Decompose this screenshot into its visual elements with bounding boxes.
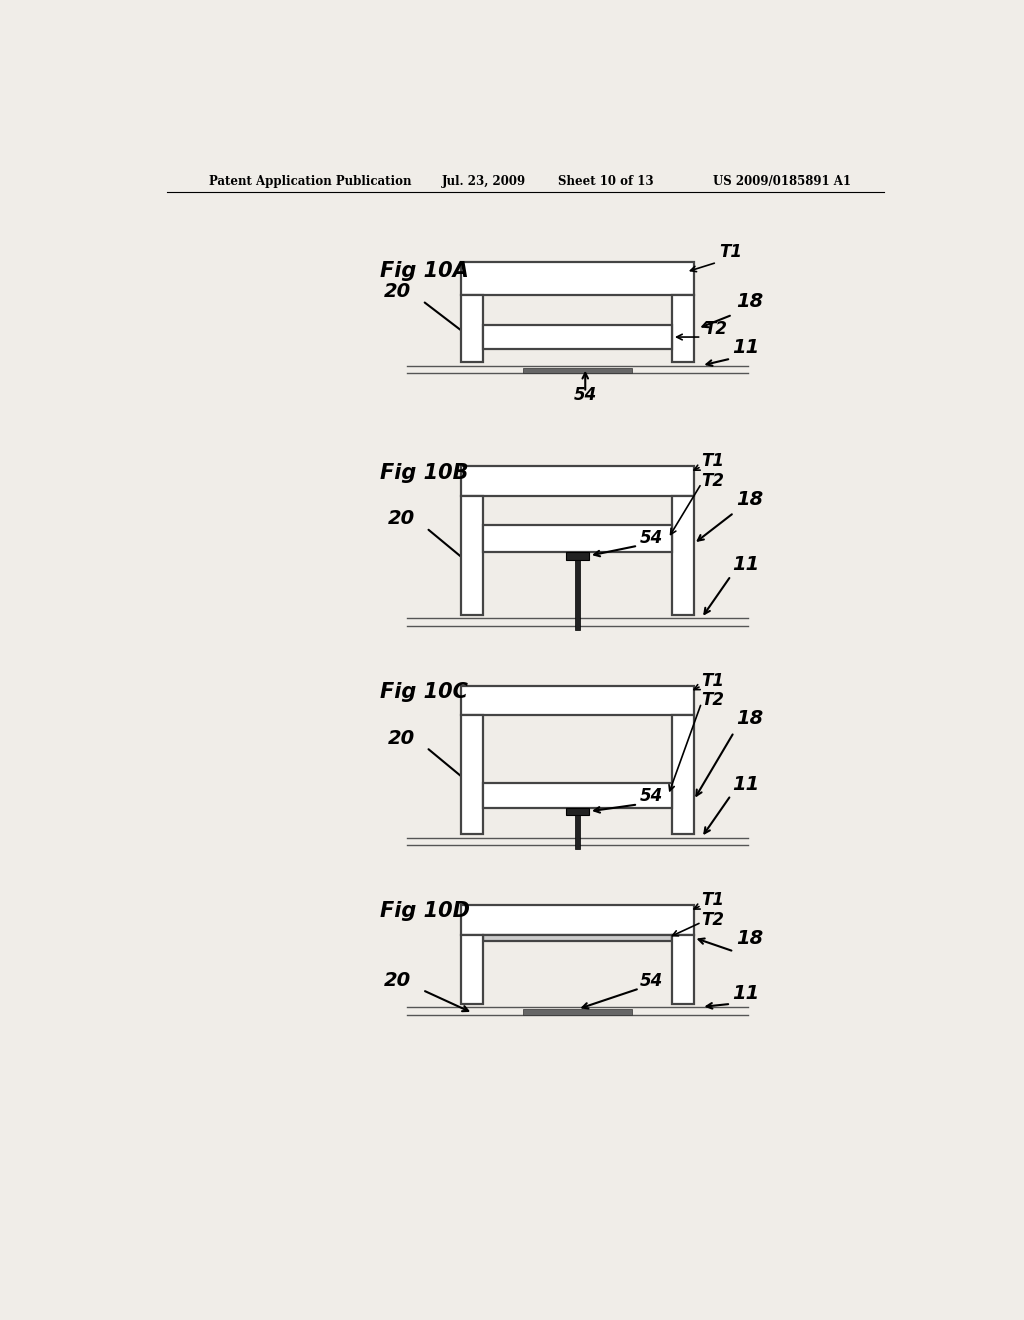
Text: 18: 18 [736, 292, 764, 312]
Text: 20: 20 [384, 972, 411, 990]
Text: 20: 20 [384, 282, 411, 301]
Bar [672, 496, 693, 615]
Text: 18: 18 [736, 709, 764, 729]
Bar [483, 326, 672, 348]
Bar [523, 1010, 632, 1015]
Bar [672, 715, 693, 834]
Bar [575, 560, 580, 630]
Text: 18: 18 [736, 929, 764, 948]
Text: Fig 10A: Fig 10A [380, 261, 469, 281]
Text: 54: 54 [573, 387, 597, 404]
Text: T2: T2 [701, 692, 725, 709]
Bar [483, 935, 672, 941]
Bar [566, 552, 589, 560]
Bar [575, 816, 580, 849]
Bar [461, 935, 483, 1003]
Text: Jul. 23, 2009: Jul. 23, 2009 [442, 176, 526, 189]
Text: Fig 10D: Fig 10D [380, 902, 470, 921]
Text: 54: 54 [640, 972, 663, 990]
Text: T2: T2 [701, 911, 725, 928]
Text: T2: T2 [703, 319, 727, 338]
Bar [461, 906, 693, 935]
Bar [461, 686, 693, 715]
Bar [461, 263, 693, 294]
Text: T2: T2 [701, 471, 725, 490]
Text: Fig 10C: Fig 10C [380, 682, 468, 702]
Text: Patent Application Publication: Patent Application Publication [209, 176, 412, 189]
Text: US 2009/0185891 A1: US 2009/0185891 A1 [713, 176, 851, 189]
Bar [461, 263, 693, 294]
Bar [461, 466, 693, 496]
Bar [672, 935, 693, 1003]
Text: 11: 11 [732, 338, 760, 358]
Text: T1: T1 [701, 672, 725, 690]
Bar [523, 368, 632, 374]
Text: 11: 11 [732, 556, 760, 574]
Text: T1: T1 [719, 243, 742, 261]
Text: 54: 54 [640, 787, 663, 805]
Bar [461, 496, 483, 615]
Bar [672, 294, 693, 363]
Bar [483, 783, 672, 808]
Text: 20: 20 [387, 510, 415, 528]
Text: Sheet 10 of 13: Sheet 10 of 13 [558, 176, 653, 189]
Bar [566, 808, 589, 816]
Text: T1: T1 [701, 891, 725, 909]
Text: 11: 11 [732, 775, 760, 793]
Bar [461, 466, 693, 496]
Text: 11: 11 [732, 985, 760, 1003]
Bar [483, 326, 672, 348]
Text: 54: 54 [640, 528, 663, 546]
Bar [483, 525, 672, 552]
Bar [483, 525, 672, 552]
Text: 18: 18 [736, 490, 764, 510]
Bar [483, 783, 672, 808]
Text: 20: 20 [387, 729, 415, 747]
Bar [461, 686, 693, 715]
Text: Fig 10B: Fig 10B [380, 462, 468, 483]
Bar [461, 294, 483, 363]
Bar [461, 906, 693, 935]
Bar [461, 715, 483, 834]
Text: T1: T1 [701, 453, 725, 470]
